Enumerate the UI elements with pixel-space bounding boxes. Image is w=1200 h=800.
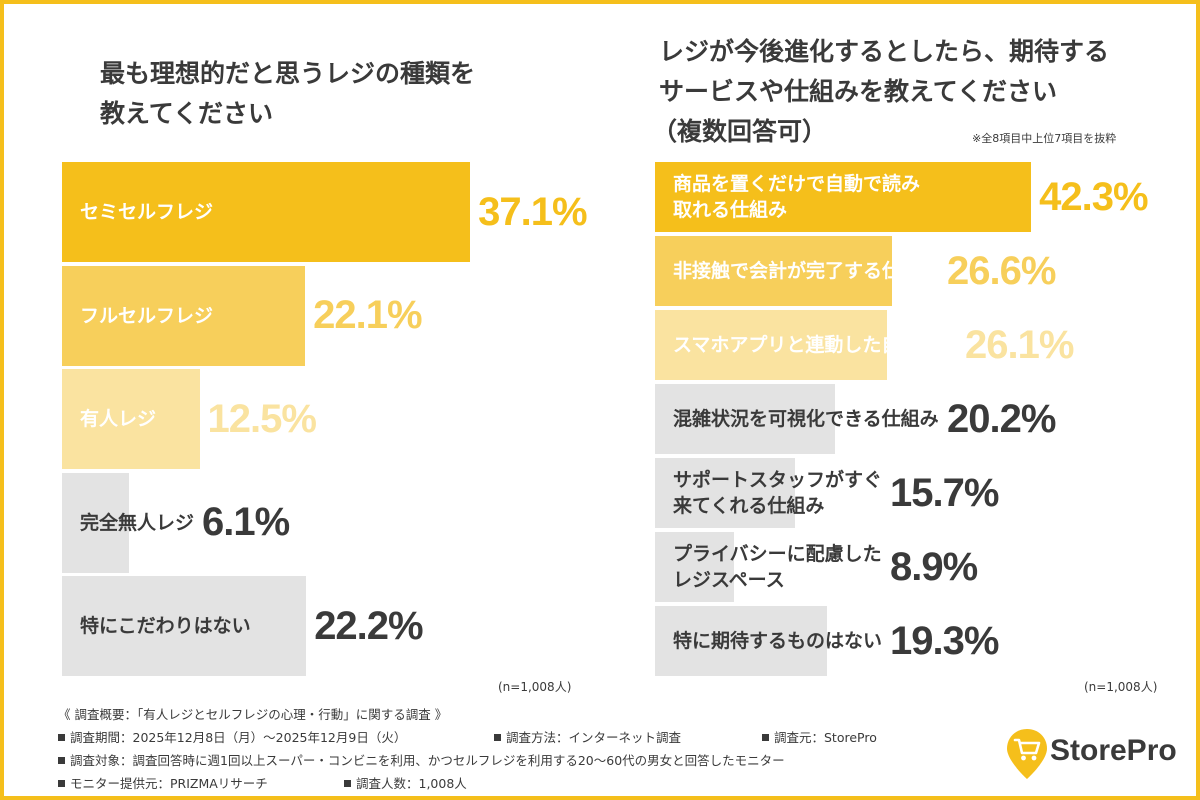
bar-value-label: 26.6%	[947, 248, 1056, 293]
bullet-icon	[494, 734, 501, 741]
sample-size-label: (n=1,008人)	[1084, 680, 1158, 694]
bar	[655, 310, 888, 380]
bar-value-label: 15.7%	[890, 470, 999, 515]
bar-label-line: 特に期待するものはない	[673, 630, 883, 652]
bar-value-label: 42.3%	[1039, 174, 1148, 219]
bar-label: セミセルフレジ	[80, 162, 213, 262]
bar	[62, 472, 130, 573]
chart-title-line-2: サービスや仕組みを教えてください	[659, 77, 1058, 106]
survey-source: 調査元：StorePro	[774, 730, 877, 745]
bar-label-line: 完全無人レジ	[80, 511, 195, 534]
bar-label-line: レジスペース	[673, 569, 785, 591]
bar-value-label: 20.2%	[947, 396, 1056, 441]
chart-title-line-1: レジが今後進化するとしたら、期待する	[659, 37, 1110, 66]
bar-label: スマホアプリと連動した自動決済	[673, 310, 957, 380]
survey-period: 調査期間：2025年12月8日（月）～2025年12月9日（火）	[70, 730, 407, 745]
bar-value-label: 26.1%	[965, 322, 1074, 367]
chart-note: ※全8項目中上位7項目を抜粋	[972, 132, 1117, 145]
bullet-icon	[58, 780, 65, 787]
shopping-cart-pin-icon	[1007, 729, 1047, 779]
bar	[655, 606, 827, 676]
bar	[62, 576, 307, 676]
bar-label: 非接触で会計が完了する仕組み	[673, 236, 939, 306]
bar-label: 混雑状況を可視化できる仕組み	[673, 384, 939, 454]
bar-label: 有人レジ	[80, 369, 156, 469]
logo-text: StorePro	[1050, 734, 1177, 767]
bar	[62, 162, 471, 262]
bar-label-line: 来てくれる仕組み	[673, 495, 825, 517]
bar-value-label: 22.2%	[314, 603, 423, 648]
chart-title-line-2: 教えてください	[100, 99, 274, 128]
bar-label: サポートスタッフがすぐ 来てくれる仕組み	[673, 458, 882, 528]
survey-method: 調査方法：インターネット調査	[506, 730, 682, 745]
bullet-icon	[344, 780, 351, 787]
bullet-icon	[762, 734, 769, 741]
chart-title-line-1: 最も理想的だと思うレジの種類を	[100, 59, 476, 88]
bar	[655, 162, 1032, 232]
bar	[655, 236, 892, 306]
bar-label: プライバシーに配慮した レジスペース	[673, 532, 882, 602]
bar-label: 完全無人レジ	[80, 473, 194, 573]
bullet-icon	[58, 734, 65, 741]
bullet-icon	[58, 757, 65, 764]
bar-label-line: フルセルフレジ	[80, 304, 214, 327]
bar	[62, 265, 306, 366]
survey-target: 調査対象：調査回答時に週1回以上スーパー・コンビニを利用、かつセルフレジを利用す…	[70, 753, 785, 768]
bar-label-line: 取れる仕組み	[673, 199, 788, 221]
bar	[655, 532, 735, 602]
bar-label-line: セミセルフレジ	[80, 201, 214, 223]
survey-count: 調査人数：1,008人	[356, 776, 467, 791]
chart-title-line-3: （複数回答可）	[652, 117, 828, 146]
bar-label-line: 有人レジ	[80, 408, 157, 430]
survey-provider: モニター提供元：PRIZMAリサーチ	[70, 776, 268, 791]
bar-label-line: サポートスタッフがすぐ	[673, 469, 883, 491]
survey-row-2: 調査対象：調査回答時に週1回以上スーパー・コンビニを利用、かつセルフレジを利用す…	[58, 749, 877, 772]
sample-size-label: (n=1,008人)	[498, 680, 572, 694]
bar-label-line: 非接触で会計が完了する仕組み	[673, 260, 940, 282]
survey-heading: 《 調査概要：「有人レジとセルフレジの心理・行動」に関する調査 》	[58, 707, 448, 722]
survey-summary: 《 調査概要：「有人レジとセルフレジの心理・行動」に関する調査 》 調査期間：2…	[58, 703, 877, 795]
bar-value-label: 19.3%	[890, 618, 999, 663]
bar-label: 特に期待するものはない	[673, 606, 882, 676]
bar-label-line: 混雑状況を可視化できる仕組み	[673, 408, 939, 430]
bar-value-label: 37.1%	[478, 189, 587, 234]
bar-label: 商品を置くだけで自動で読み 取れる仕組み	[673, 162, 920, 232]
survey-row-1: 調査期間：2025年12月8日（月）～2025年12月9日（火） 調査方法：インタ…	[58, 726, 877, 749]
bar-value-label: 6.1%	[202, 500, 290, 544]
bar-value-label: 12.5%	[207, 396, 317, 441]
storepro-logo: StorePro	[1006, 728, 1196, 780]
bar	[62, 369, 200, 469]
bar-label-line: プライバシーに配慮した	[673, 543, 882, 565]
survey-row-3: モニター提供元：PRIZMAリサーチ 調査人数：1,008人	[58, 772, 877, 795]
bar-value-label: 22.1%	[313, 293, 422, 337]
bar	[655, 384, 835, 454]
bar-label-line: 商品を置くだけで自動で読み	[673, 173, 921, 195]
bar-label-line: スマホアプリと連動した自動決済	[673, 334, 958, 356]
bar	[655, 458, 795, 528]
bar-value-label: 8.9%	[890, 544, 978, 589]
bar-label: フルセルフレジ	[80, 266, 213, 366]
bar-label: 特にこだわりはない	[80, 576, 251, 676]
bar-label-line: 特にこだわりはない	[80, 615, 251, 637]
